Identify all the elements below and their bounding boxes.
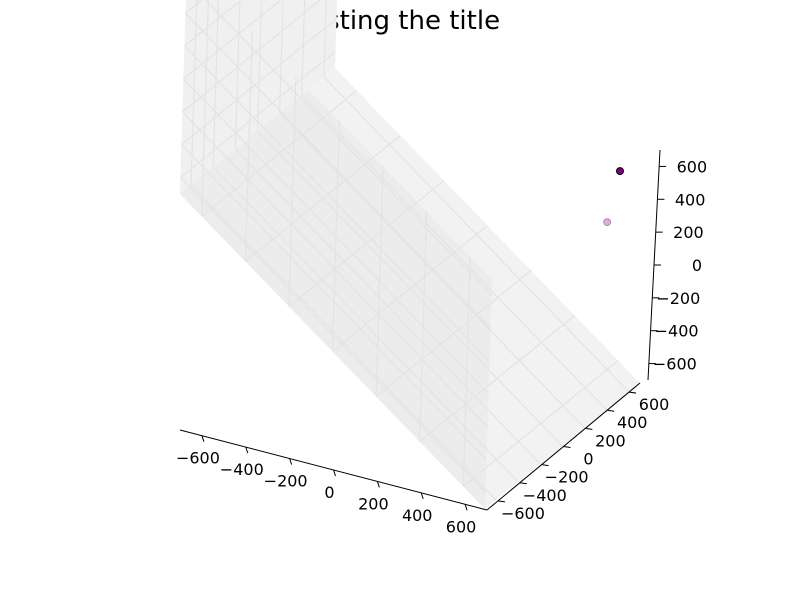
x-tick-label: 400 <box>402 506 433 525</box>
x-tick <box>333 469 336 477</box>
x-tick <box>201 435 205 442</box>
grid-line-y <box>279 112 586 429</box>
grid-line-y <box>301 94 608 411</box>
z-tick-label: −200 <box>656 289 700 308</box>
x-tick <box>376 481 380 488</box>
z-tick-label: 400 <box>675 190 706 209</box>
grid-line-x <box>462 256 471 487</box>
y-tick-label: 600 <box>639 395 670 414</box>
x-tick-label: 600 <box>446 517 477 536</box>
grid-line-y <box>279 0 284 114</box>
y-tick <box>497 500 505 503</box>
y-tick-label: 400 <box>617 413 648 432</box>
x-tick-label: 200 <box>358 494 389 513</box>
grid-line-y <box>257 130 563 447</box>
z-tick-label: 200 <box>673 223 704 242</box>
y-tick <box>563 446 571 448</box>
y-tick-label: 0 <box>583 450 593 469</box>
data-point <box>616 167 624 176</box>
grid-line-x <box>462 360 619 487</box>
grid-line-x <box>419 211 428 442</box>
y-tick-label: 200 <box>595 431 626 450</box>
z-tick-label: −400 <box>655 322 699 341</box>
z-tick-label: 0 <box>692 256 702 275</box>
y-tick <box>541 464 549 467</box>
x-tick-label: −400 <box>220 460 264 479</box>
grid-line-z <box>183 78 489 395</box>
x-tick <box>420 492 424 500</box>
y-tick <box>519 482 527 485</box>
y-tick-label: −600 <box>501 504 545 523</box>
grid-lines <box>180 0 630 501</box>
grid-line-y <box>323 0 327 78</box>
y-tick <box>607 409 615 412</box>
z-tick-label: 600 <box>677 157 708 176</box>
y-tick <box>585 427 593 430</box>
axis-panes <box>180 0 640 509</box>
grid-line-z <box>185 12 491 329</box>
x-tick <box>289 458 293 465</box>
grid-line-x <box>375 270 532 397</box>
grid-line-x <box>419 315 576 442</box>
z-tick-label: −600 <box>653 355 697 374</box>
x-tick <box>464 504 468 511</box>
x-tick-label: −200 <box>264 472 308 491</box>
grid-line-z <box>183 0 282 80</box>
x-tick-label: 0 <box>324 483 334 502</box>
y-tick-label: −400 <box>523 486 567 505</box>
y-tick <box>629 391 637 394</box>
grid-line-z <box>184 0 243 47</box>
x-tick <box>245 446 249 454</box>
grid-line-x <box>375 166 384 397</box>
grid-line-y <box>323 76 630 393</box>
grid-line-y <box>301 0 306 96</box>
data-points <box>603 167 624 227</box>
x-tick-label: −600 <box>176 449 220 468</box>
tick-labels: −600−400−2000200400600−600−400−200020040… <box>176 157 707 536</box>
data-point <box>603 218 612 227</box>
grid-line-z <box>184 45 490 362</box>
y-tick-label: −200 <box>545 468 589 487</box>
tick-marks <box>201 165 667 511</box>
grid-line-z <box>204 0 492 296</box>
